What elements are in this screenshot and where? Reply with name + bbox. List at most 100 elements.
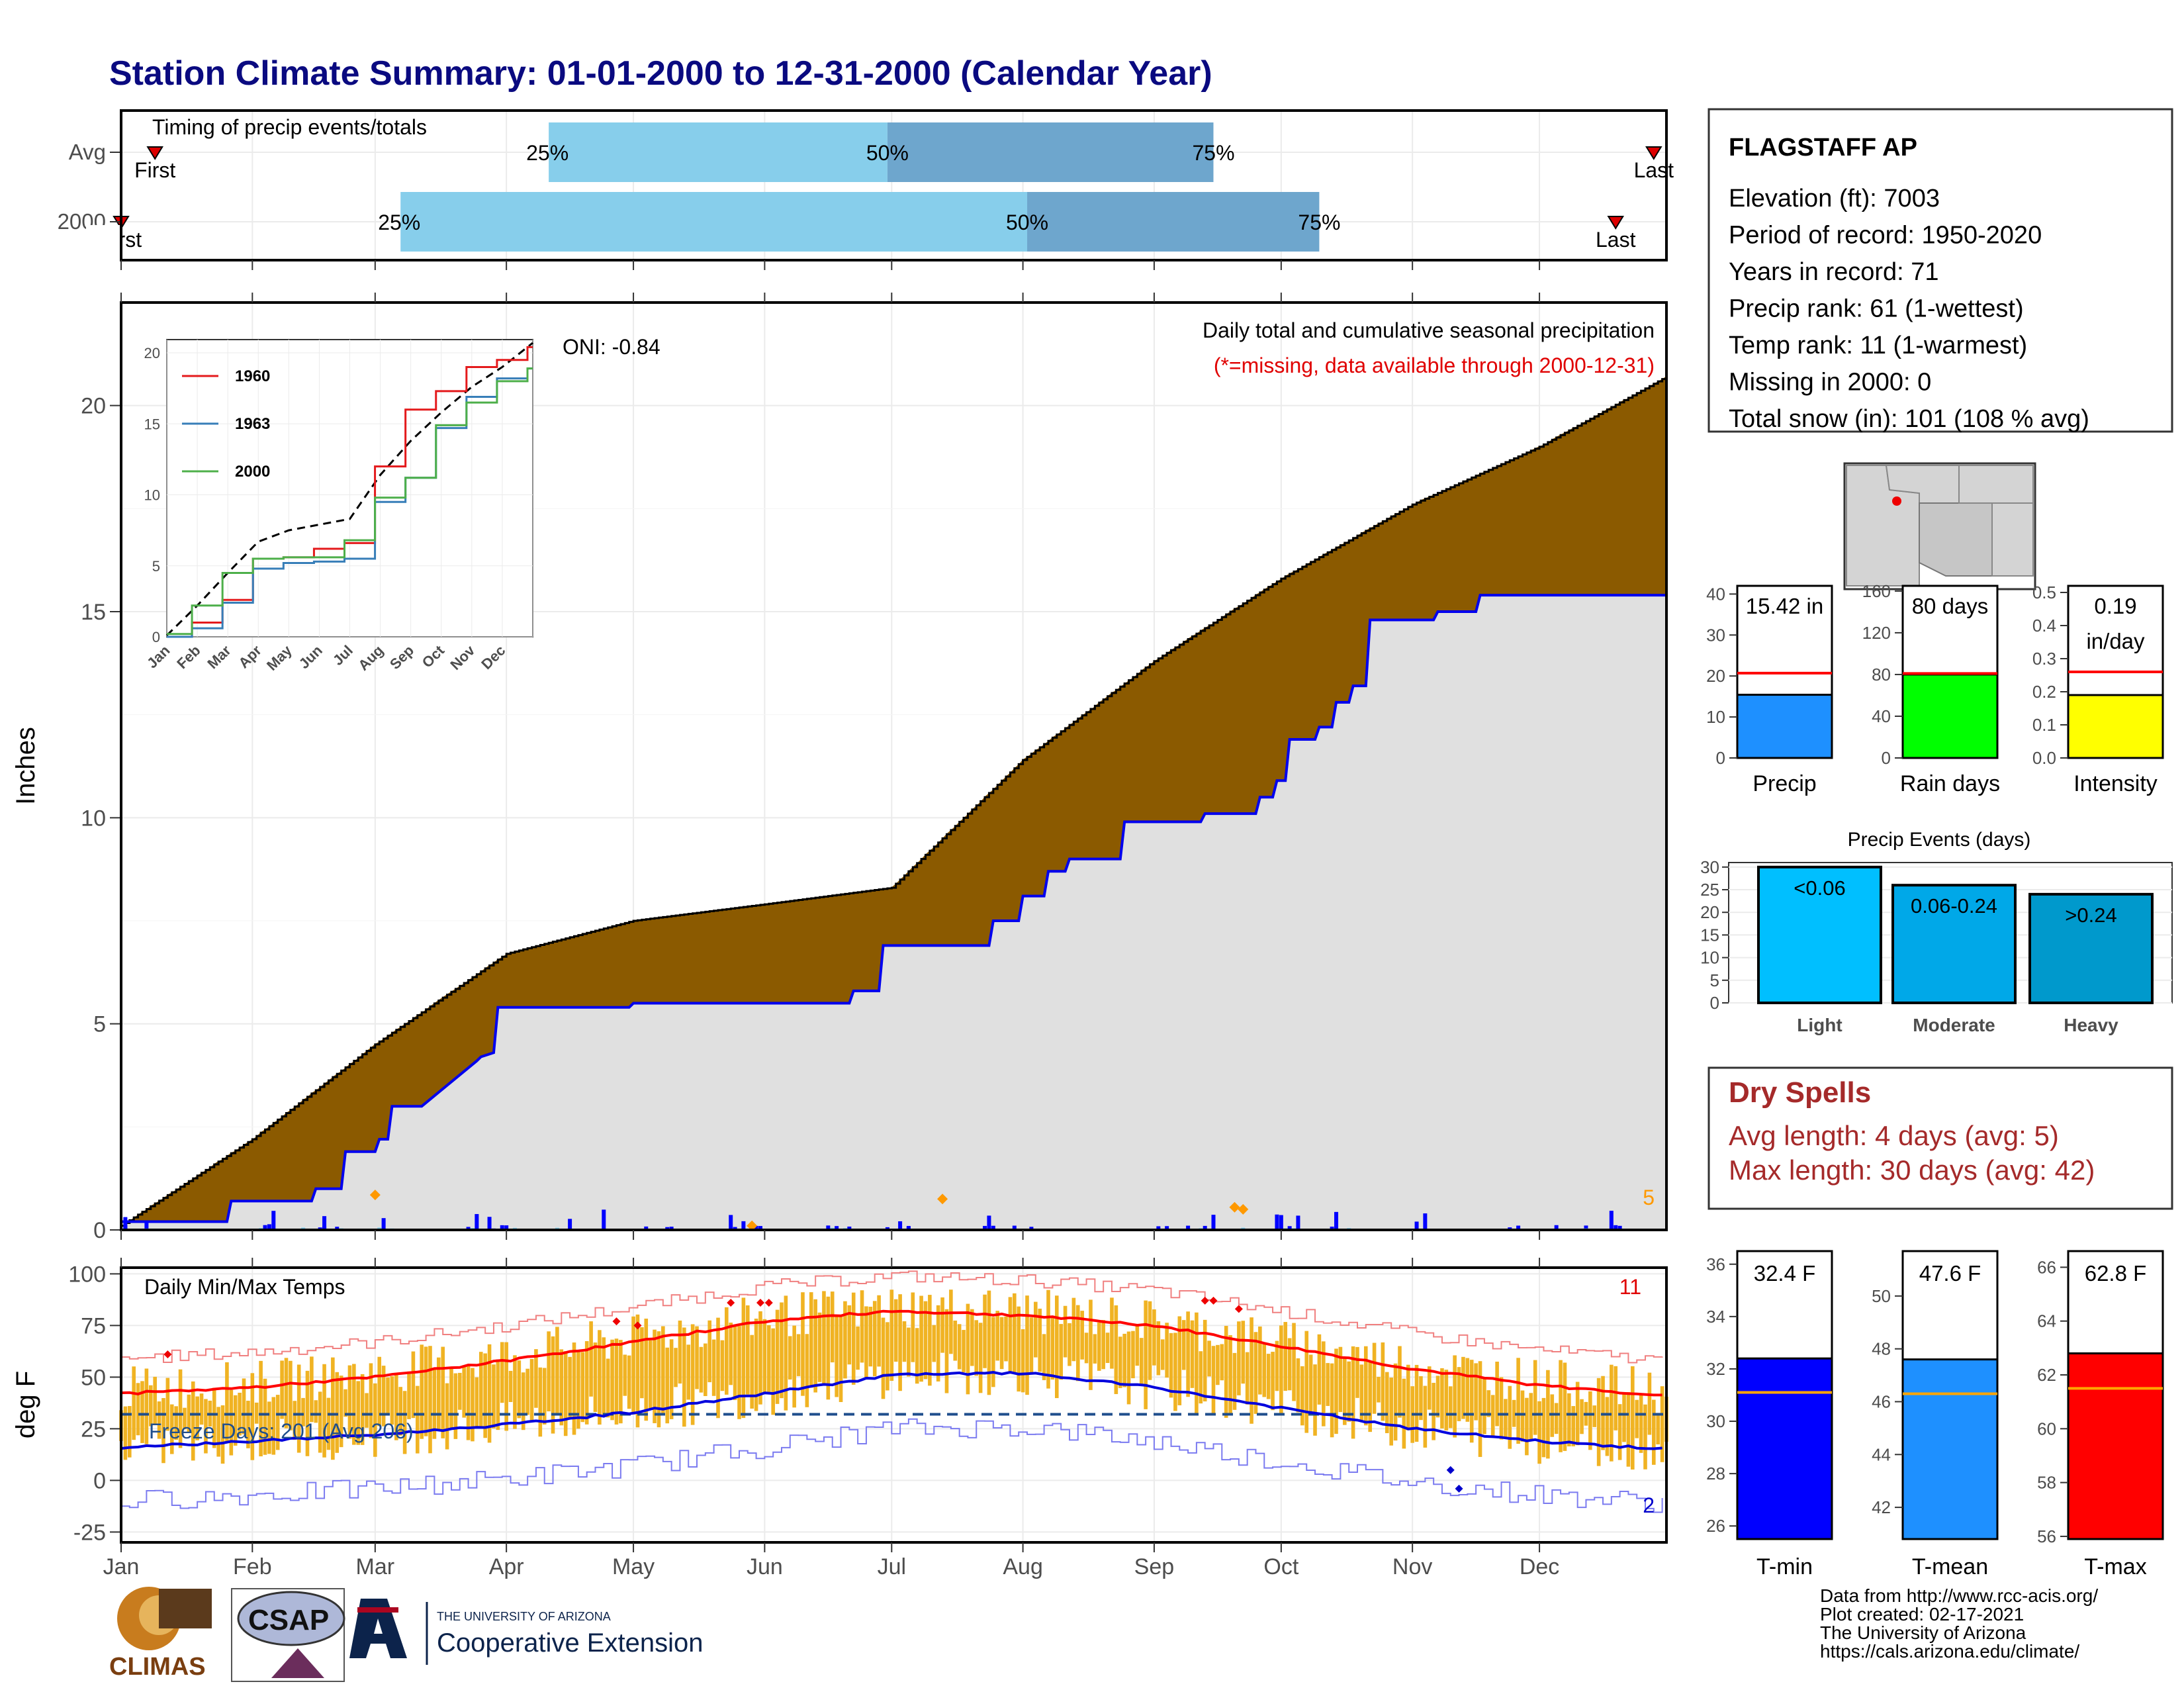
month-tick-label: Feb [233,1554,272,1579]
temp-box-tick: 50 [1872,1286,1891,1306]
temp-bar [1139,1338,1144,1385]
temp-bar [868,1307,873,1367]
temp-bar [1097,1322,1101,1371]
temp-bar [817,1312,822,1382]
temp-bar [1186,1311,1190,1397]
temp-bar [944,1309,949,1393]
precip-chart-title: Daily total and cumulative seasonal prec… [1203,318,1655,342]
temp-y-tick: 50 [81,1365,106,1390]
temp-bar [369,1363,373,1438]
temp-bar [246,1401,250,1448]
precip-bar [1516,1225,1521,1230]
temp-bar [1317,1334,1322,1405]
precip-box-tick: 0 [1716,748,1725,768]
inset-legend-label: 2000 [235,463,270,481]
temp-bar [640,1327,644,1399]
temp-bar [725,1307,729,1395]
temp-bar [584,1340,589,1425]
temp-bar [1177,1316,1182,1405]
record-high-marker [163,1350,172,1359]
temp-bar [983,1294,987,1368]
temp-box-value: 32.4 F [1754,1261,1816,1286]
temp-box-tick: 56 [2037,1526,2056,1546]
year-cumulative-line [121,594,1666,1223]
precip-bar [123,1225,128,1230]
temp-bar [589,1321,593,1397]
temp-bar [631,1316,635,1415]
temp-box-tick: 60 [2037,1419,2056,1438]
temp-bar [1165,1323,1169,1378]
temp-bar [1054,1295,1059,1399]
temp-bar [1359,1364,1364,1421]
avg-cumulative-line [121,377,1668,1227]
temp-bar [1013,1293,1017,1374]
precip-bar [754,1225,758,1230]
temp-bar [1105,1333,1110,1364]
temp-bar [1308,1354,1313,1415]
precip-bar [665,1227,670,1230]
station-info-line: Years in record: 71 [1729,258,1939,286]
station-location-marker [1892,496,1901,506]
temp-y-tick: 25 [81,1417,106,1442]
temp-bar [754,1318,758,1411]
timing-p75-label: 75% [1192,141,1234,165]
timing-row-Avg: 25% 50% 75% First Last Avg [69,122,1674,182]
footer-credit-line: The University of Arizona [1820,1622,2026,1643]
temp-bar [729,1323,733,1385]
precip-bar [1156,1226,1161,1230]
temp-bar [669,1339,674,1419]
temp-box-bar [1901,1358,1999,1540]
precip-bar [991,1225,995,1230]
temp-bar [957,1324,962,1370]
temp-bar [635,1314,640,1428]
temp-bar [780,1302,784,1399]
temp-bar [1059,1324,1063,1380]
temp-bar [1330,1363,1334,1438]
temp-bar [136,1383,140,1436]
temp-bar [1563,1362,1567,1451]
temp-bar [555,1327,559,1413]
precip-bar [729,1215,733,1230]
temp-bar [1203,1319,1207,1402]
temp-y-tick: -25 [73,1520,106,1545]
temp-bar [1266,1354,1271,1399]
precip-box-2: 0.19 in/day 0.0 0.1 0.2 0.3 0.4 0.5 Intensity [2032,583,2164,796]
inset-y-tick: 0 [152,629,160,645]
temp-bar [296,1364,301,1453]
temp-bar [1199,1351,1203,1404]
temp-bar [1148,1301,1152,1380]
timing-p50-label: 50% [866,141,909,165]
temp-bar [204,1399,208,1454]
inset-y-tick: 10 [144,487,160,504]
timing-p50-label: 50% [1006,211,1048,234]
precip-bar [123,1217,128,1230]
temp-bar [940,1297,944,1353]
temp-bar [1017,1306,1021,1392]
temp-bar [1262,1344,1267,1397]
temp-bar [1080,1311,1084,1360]
temp-bar [453,1373,458,1439]
precip-box-tick: 0.5 [2032,583,2056,602]
temp-bar [1228,1335,1232,1415]
temp-bar [1008,1297,1013,1374]
precip-chart: 5 Daily total and cumulative seasonal pre… [11,301,1668,1243]
temp-bar [745,1305,750,1395]
station-info-line: Precip rank: 61 (1-wettest) [1729,295,2024,323]
temp-bar [1377,1376,1381,1403]
temp-bar [699,1346,704,1393]
record-low-line [121,1418,1663,1513]
temp-bar [1520,1390,1525,1442]
timing-p75-label: 75% [1298,211,1340,234]
temp-bar [826,1296,831,1400]
precip-bar [263,1227,267,1230]
temp-bar [602,1337,606,1416]
temp-box-tick: 64 [2037,1311,2056,1331]
precip-y-tick: 10 [81,806,106,831]
temp-bar [390,1376,394,1425]
temp-bar [623,1354,627,1396]
temp-bar [707,1320,712,1383]
month-tick-label: Aug [1003,1554,1043,1579]
temp-bar [267,1401,271,1454]
precip-bar [1211,1215,1216,1230]
